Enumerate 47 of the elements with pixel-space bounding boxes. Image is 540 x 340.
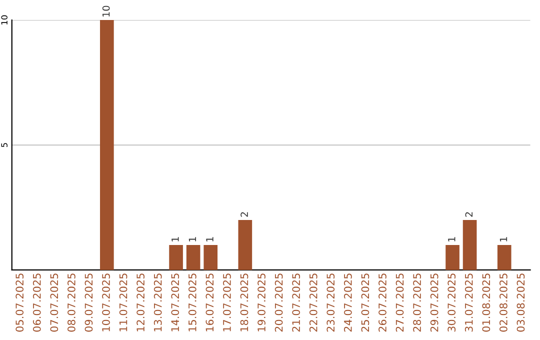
y-tick-label: 5 [1, 143, 8, 148]
data-label: 1 [500, 237, 508, 242]
x-tick-label: 29.07.2025 [430, 274, 438, 332]
x-tick-label: 09.07.2025 [84, 274, 93, 332]
x-tick-label: 25.07.2025 [361, 274, 370, 332]
bar [169, 244, 183, 270]
x-tick-label: 12.07.2025 [136, 274, 144, 332]
bar [204, 244, 218, 270]
data-label: 1 [188, 237, 196, 242]
x-tick-label: 02.08.2025 [500, 274, 508, 332]
x-tick-label: 17.07.2025 [223, 274, 231, 332]
x-tick-label: 15.07.2025 [188, 274, 196, 332]
x-tick-label: 14.07.2025 [171, 274, 180, 332]
x-tick-label: 24.07.2025 [344, 274, 352, 332]
x-tick-label: 27.07.2025 [396, 274, 404, 332]
data-label: 2 [465, 212, 472, 217]
bar [446, 244, 460, 270]
data-label: 10 [102, 6, 110, 16]
data-label: 1 [206, 237, 214, 242]
x-tick-label: 18.07.2025 [240, 274, 248, 332]
x-tick-label: 20.07.2025 [274, 274, 283, 332]
bar [238, 220, 252, 270]
x-tick-label: 28.07.2025 [413, 274, 421, 332]
x-tick-label: 30.07.2025 [448, 274, 456, 332]
x-tick-label: 19.07.2025 [258, 274, 266, 332]
x-tick-label: 21.07.2025 [292, 274, 300, 332]
x-tick-label: 23.07.2025 [326, 274, 335, 332]
x-tick-label: 31.07.2025 [464, 274, 473, 332]
x-tick-label: 13.07.2025 [154, 274, 162, 332]
data-label: 1 [172, 237, 179, 242]
bar [497, 244, 512, 270]
data-label: 2 [240, 212, 248, 217]
x-tick-label: 05.07.2025 [16, 274, 24, 332]
x-tick-label: 08.07.2025 [68, 274, 76, 332]
bar [186, 244, 200, 270]
x-tick-label: 26.07.2025 [378, 274, 386, 332]
x-tick-label: 07.07.2025 [50, 274, 58, 332]
x-tick-label: 16.07.2025 [206, 274, 214, 332]
x-tick-label: 11.07.2025 [119, 274, 128, 332]
x-tick-label: 10.07.2025 [102, 274, 110, 332]
x-tick-label: 01.08.2025 [482, 274, 490, 332]
x-tick-label: 03.08.2025 [516, 274, 525, 332]
bar [462, 220, 477, 270]
x-tick-label: 22.07.2025 [309, 274, 318, 332]
x-tick-label: 06.07.2025 [32, 274, 41, 332]
bar [100, 20, 114, 270]
data-label: 1 [448, 237, 456, 242]
